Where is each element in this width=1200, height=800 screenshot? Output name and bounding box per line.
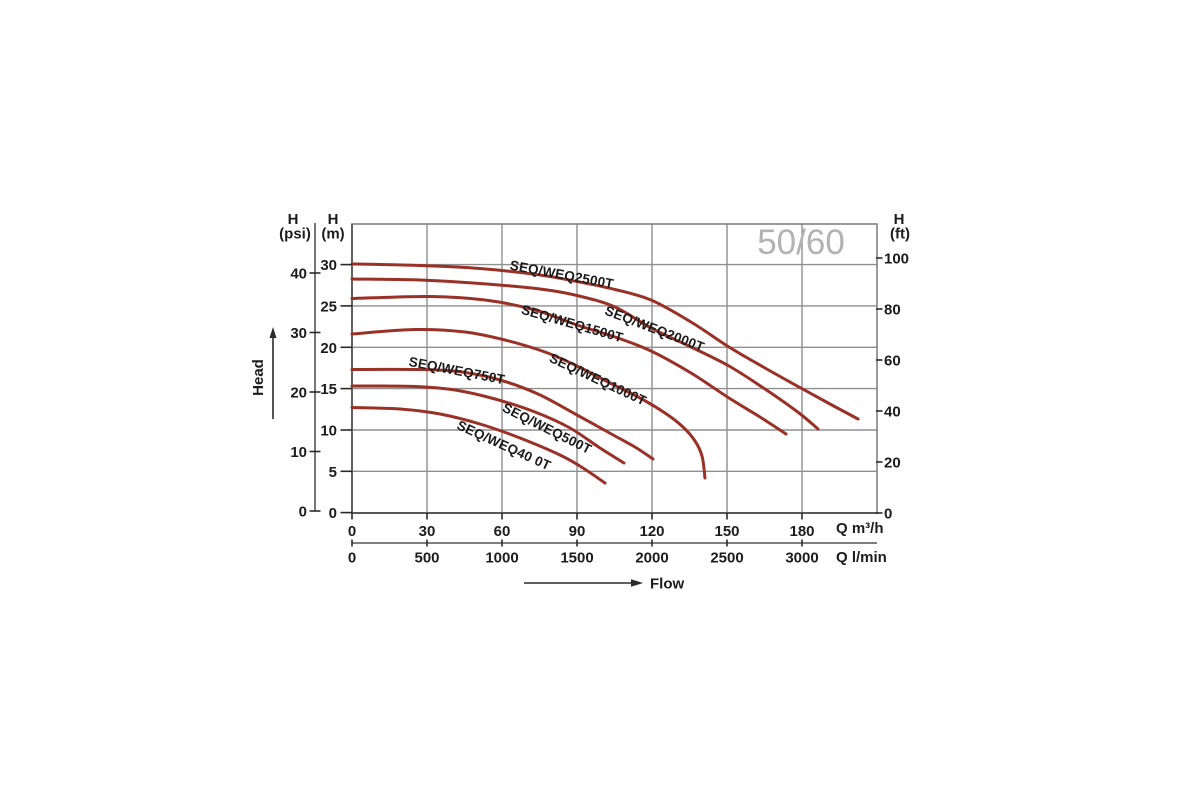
svg-text:20: 20 xyxy=(320,340,337,357)
svg-text:(ft): (ft) xyxy=(890,226,910,243)
svg-text:30: 30 xyxy=(290,325,307,342)
svg-text:H: H xyxy=(894,211,905,228)
svg-text:3000: 3000 xyxy=(785,550,818,567)
svg-text:500: 500 xyxy=(414,550,439,567)
svg-text:Head: Head xyxy=(250,359,267,396)
svg-text:100: 100 xyxy=(884,251,909,268)
svg-text:0: 0 xyxy=(329,505,337,522)
svg-text:0: 0 xyxy=(299,504,307,521)
svg-text:120: 120 xyxy=(639,523,664,540)
svg-text:90: 90 xyxy=(569,523,586,540)
svg-text:0: 0 xyxy=(348,523,356,540)
svg-text:50/60: 50/60 xyxy=(757,223,845,262)
svg-text:30: 30 xyxy=(320,257,337,274)
svg-text:Flow: Flow xyxy=(650,576,684,593)
svg-text:5: 5 xyxy=(329,464,337,481)
svg-text:10: 10 xyxy=(290,444,307,461)
svg-text:2500: 2500 xyxy=(710,550,743,567)
svg-text:0: 0 xyxy=(884,506,892,523)
svg-text:60: 60 xyxy=(494,523,511,540)
svg-text:40: 40 xyxy=(884,404,901,421)
svg-text:80: 80 xyxy=(884,302,901,319)
svg-text:150: 150 xyxy=(714,523,739,540)
svg-text:2000: 2000 xyxy=(635,550,668,567)
svg-text:Q m³/h: Q m³/h xyxy=(836,520,884,537)
svg-text:180: 180 xyxy=(789,523,814,540)
svg-text:1000: 1000 xyxy=(485,550,518,567)
svg-text:(m): (m) xyxy=(321,226,344,243)
svg-text:1500: 1500 xyxy=(560,550,593,567)
svg-text:H: H xyxy=(328,211,339,228)
svg-text:30: 30 xyxy=(419,523,436,540)
svg-text:15: 15 xyxy=(320,381,337,398)
svg-text:40: 40 xyxy=(290,266,307,283)
svg-text:0: 0 xyxy=(348,550,356,567)
svg-text:10: 10 xyxy=(320,423,337,440)
svg-text:H: H xyxy=(288,211,299,228)
svg-text:20: 20 xyxy=(290,385,307,402)
svg-text:60: 60 xyxy=(884,353,901,370)
svg-text:(psi): (psi) xyxy=(279,226,311,243)
svg-text:20: 20 xyxy=(884,455,901,472)
svg-text:Q l/min: Q l/min xyxy=(836,549,887,566)
svg-text:25: 25 xyxy=(320,298,337,315)
